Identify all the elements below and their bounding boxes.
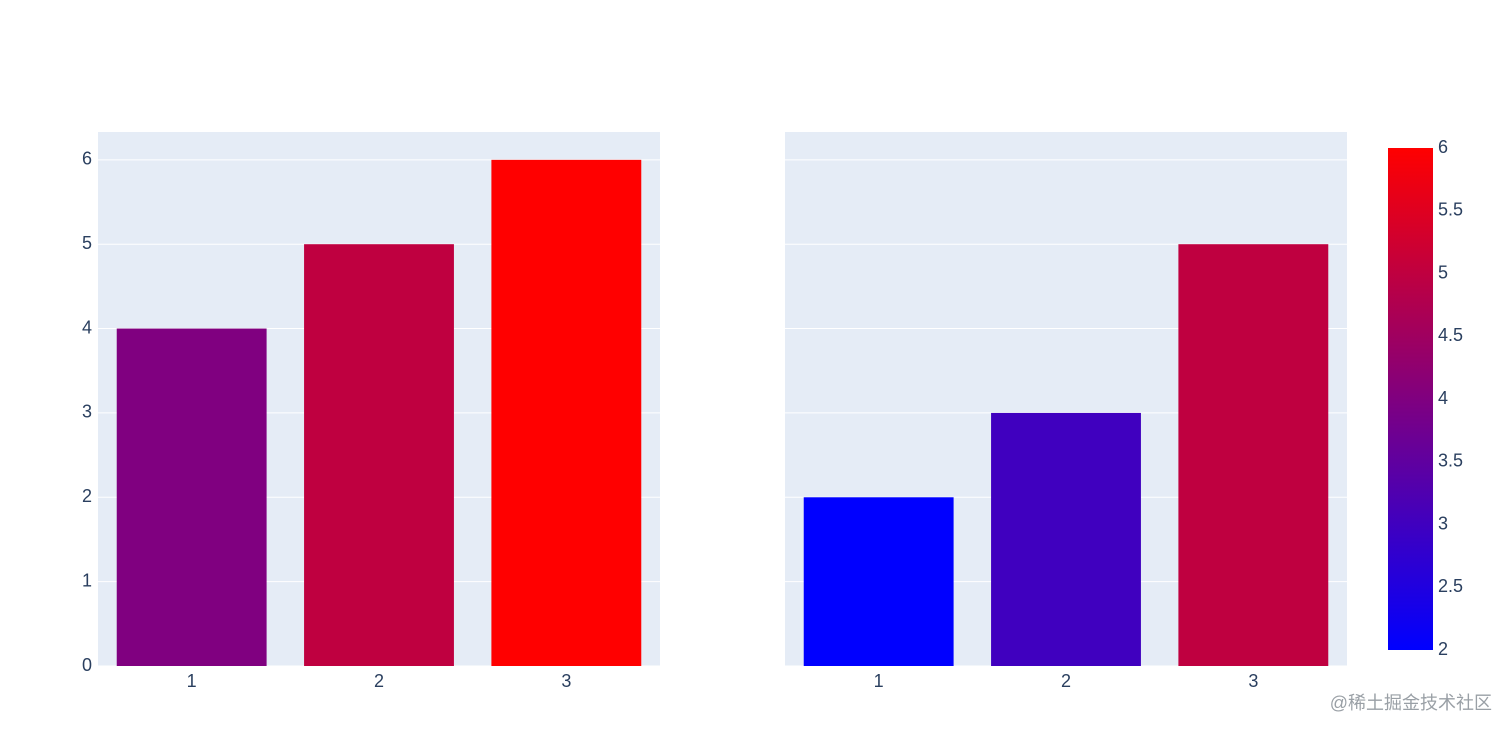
x-tick-label: 2 (374, 671, 384, 691)
colorbar-tick-label: 4 (1438, 388, 1448, 408)
x-tick-label: 3 (561, 671, 571, 691)
x-tick-label: 3 (1248, 671, 1258, 691)
bar (991, 412, 1141, 666)
colorbar-tick-label: 3.5 (1438, 451, 1463, 471)
colorbar-tick-label: 4.5 (1438, 325, 1463, 345)
y-tick-label: 5 (82, 233, 92, 253)
y-tick-label: 4 (82, 317, 92, 337)
y-tick-label: 2 (82, 486, 92, 506)
bar (116, 328, 267, 666)
colorbar-tick-label: 6 (1438, 137, 1448, 157)
bar (304, 244, 454, 667)
bar (491, 159, 642, 666)
y-tick-label: 0 (82, 655, 92, 675)
colorbar-tick-label: 2.5 (1438, 576, 1463, 596)
colorbar-tick-label: 5.5 (1438, 200, 1463, 220)
y-tick-label: 3 (82, 402, 92, 422)
colorbar-tick-label: 5 (1438, 262, 1448, 282)
bar (803, 497, 954, 666)
y-tick-label: 6 (82, 149, 92, 169)
bar (1178, 244, 1329, 667)
colorbar-tick-label: 3 (1438, 513, 1448, 533)
colorbar (1388, 148, 1433, 650)
colorbar-tick-label: 2 (1438, 639, 1448, 659)
x-tick-label: 1 (874, 671, 884, 691)
y-tick-label: 1 (82, 570, 92, 590)
x-tick-label: 1 (187, 671, 197, 691)
watermark: @稀土掘金技术社区 (1330, 693, 1492, 713)
x-tick-label: 2 (1061, 671, 1071, 691)
